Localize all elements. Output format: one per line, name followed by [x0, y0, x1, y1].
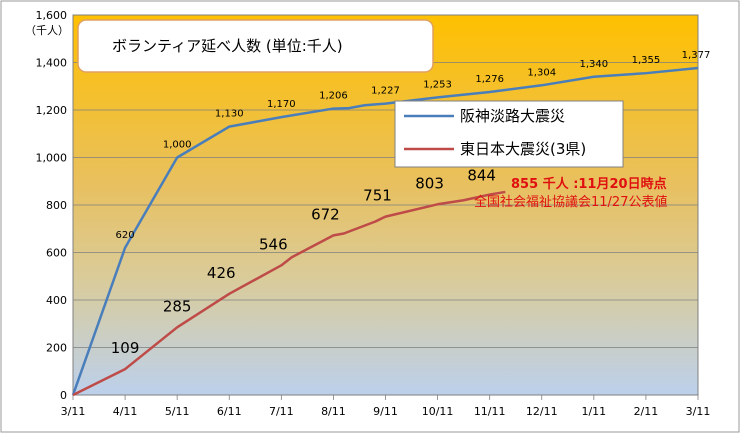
axes: 0 200 400 600 800 1,000 1,200 1,400 1,600 3/11 4/1…: [36, 9, 711, 418]
data-label: 1,276: [475, 74, 504, 85]
data-label: 1,000: [163, 140, 192, 151]
data-label: 844: [467, 167, 496, 185]
x-tick-label: 2/11: [634, 405, 659, 418]
data-label: 1,227: [371, 86, 400, 97]
data-label: 620: [116, 230, 135, 241]
chart-title: ボランティア延べ人数 (単位:千人): [112, 37, 343, 55]
x-tick-label: 6/11: [217, 405, 242, 418]
y-tick-label: 1,200: [36, 104, 68, 117]
data-label: 1,340: [580, 59, 609, 70]
data-label: 1,355: [632, 55, 661, 66]
y-tick-label: 1,400: [36, 57, 68, 70]
y-tick-label: 800: [46, 199, 67, 212]
y-tick-label: 1,600: [36, 9, 68, 22]
x-tick-label: 1/11: [581, 405, 606, 418]
legend-box: [394, 100, 624, 168]
y-tick-label: 600: [46, 247, 67, 260]
y-tick-label: 400: [46, 294, 67, 307]
legend-label-hanshin: 阪神淡路大震災: [460, 107, 565, 125]
data-label: 1,377: [682, 50, 711, 61]
x-tick-label: 9/11: [373, 405, 398, 418]
x-tick-label: 3/11: [686, 405, 711, 418]
series-line-0: [71, 66, 699, 396]
data-label: 1,170: [267, 99, 296, 110]
data-label: 109: [111, 339, 140, 357]
y-tick-label: 0: [60, 389, 67, 402]
y-tick-label: 1,000: [36, 152, 68, 165]
annotation-line-2: 全国社会福祉協議会11/27公表値: [474, 194, 667, 210]
data-label: 1,206: [319, 91, 348, 102]
data-labels: 620 1,000 1,130 1,170 1,206 1,227 1,253 1,276 1,…: [111, 50, 711, 357]
data-label: 751: [363, 187, 392, 205]
annotation-value: 855: [511, 177, 538, 192]
x-tick-label: 7/11: [269, 405, 294, 418]
series-lines: [71, 66, 699, 397]
y-tick-label: 200: [46, 342, 67, 355]
data-label: 546: [259, 235, 288, 253]
data-label: 672: [311, 205, 340, 223]
x-tick-label: 4/11: [113, 405, 138, 418]
data-label: 1,130: [215, 109, 244, 120]
data-label: 426: [207, 264, 236, 282]
data-label: 285: [163, 297, 192, 315]
data-label: 803: [415, 174, 444, 192]
series-line-1: [72, 190, 506, 397]
x-tick-label: 11/11: [474, 405, 506, 418]
annotation-line-1: 855 千人 :11月20日時点: [511, 176, 667, 192]
y-unit-label: （千人）: [25, 24, 69, 37]
annotation-text-1: 千人 :11月20日時点: [538, 176, 666, 192]
legend-label-higashinihon: 東日本大震災(3県): [460, 140, 586, 158]
x-tick-label: 3/11: [61, 405, 86, 418]
data-label: 1,253: [423, 79, 452, 90]
data-label: 1,304: [527, 67, 556, 78]
x-tick-label: 5/11: [165, 405, 190, 418]
x-tick-label: 12/11: [526, 405, 558, 418]
x-tick-label: 10/11: [422, 405, 454, 418]
x-tick-label: 8/11: [321, 405, 346, 418]
title-box: [77, 19, 434, 73]
